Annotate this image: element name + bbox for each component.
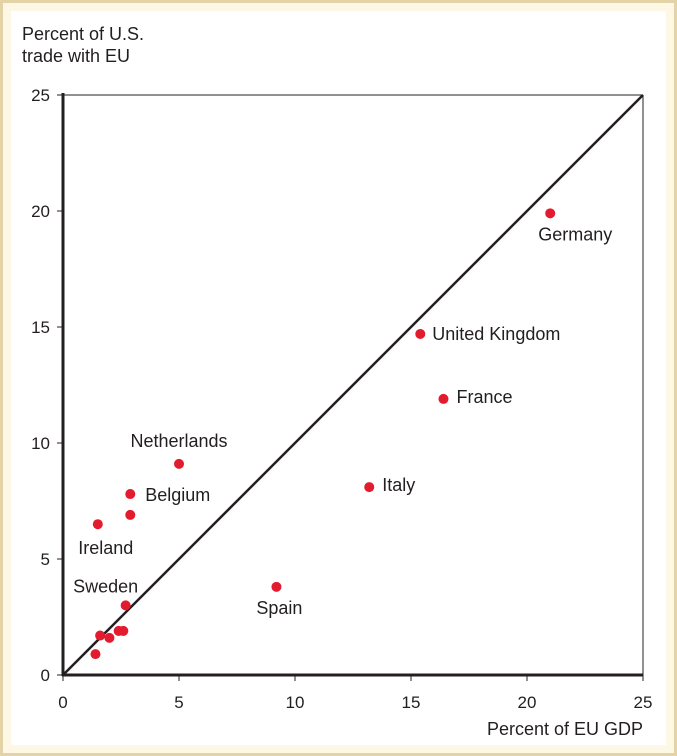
point-label: Belgium xyxy=(145,485,210,505)
data-point xyxy=(95,630,106,641)
data-point xyxy=(125,509,136,520)
x-tick-label: 5 xyxy=(174,693,183,712)
y-tick-label: 15 xyxy=(31,318,50,337)
y-tick-label: 10 xyxy=(31,434,50,453)
point-label: France xyxy=(456,387,512,407)
data-point xyxy=(90,649,101,660)
x-tick-label: 20 xyxy=(518,693,537,712)
point-label: Spain xyxy=(256,598,302,618)
x-tick-label: 0 xyxy=(58,693,67,712)
y-tick-label: 0 xyxy=(41,666,50,685)
data-point xyxy=(364,482,375,493)
x-tick-label: 15 xyxy=(402,693,421,712)
y-tick-label: 25 xyxy=(31,86,50,105)
reference-line xyxy=(62,94,644,676)
point-label: Germany xyxy=(538,224,612,244)
point-label: Sweden xyxy=(73,576,138,596)
point-label: Ireland xyxy=(78,538,133,558)
x-axis-label: Percent of EU GDP xyxy=(487,719,643,739)
x-tick-label: 10 xyxy=(286,693,305,712)
plot-area: 0 5 10 15 20 25 0 5 10 15 20 25 Germany United Kingdo… xyxy=(31,86,652,712)
data-point xyxy=(545,208,556,219)
data-point xyxy=(92,519,103,530)
data-point xyxy=(104,632,115,643)
y-tick-label: 20 xyxy=(31,202,50,221)
data-point xyxy=(271,581,282,592)
chart-panel xyxy=(11,11,666,745)
data-point xyxy=(118,625,129,636)
data-point xyxy=(174,458,184,469)
x-tick-label: 25 xyxy=(634,693,653,712)
y-tick-label: 5 xyxy=(41,550,50,569)
point-label: Italy xyxy=(382,475,415,495)
data-point xyxy=(120,600,131,611)
point-label: Netherlands xyxy=(130,431,227,451)
data-point xyxy=(125,489,136,500)
y-axis-label-line-2: trade with EU xyxy=(22,46,130,66)
point-label: United Kingdom xyxy=(432,324,560,344)
data-point xyxy=(415,328,426,339)
y-axis-label-line-1: Percent of U.S. xyxy=(22,24,144,44)
data-point xyxy=(438,393,449,404)
